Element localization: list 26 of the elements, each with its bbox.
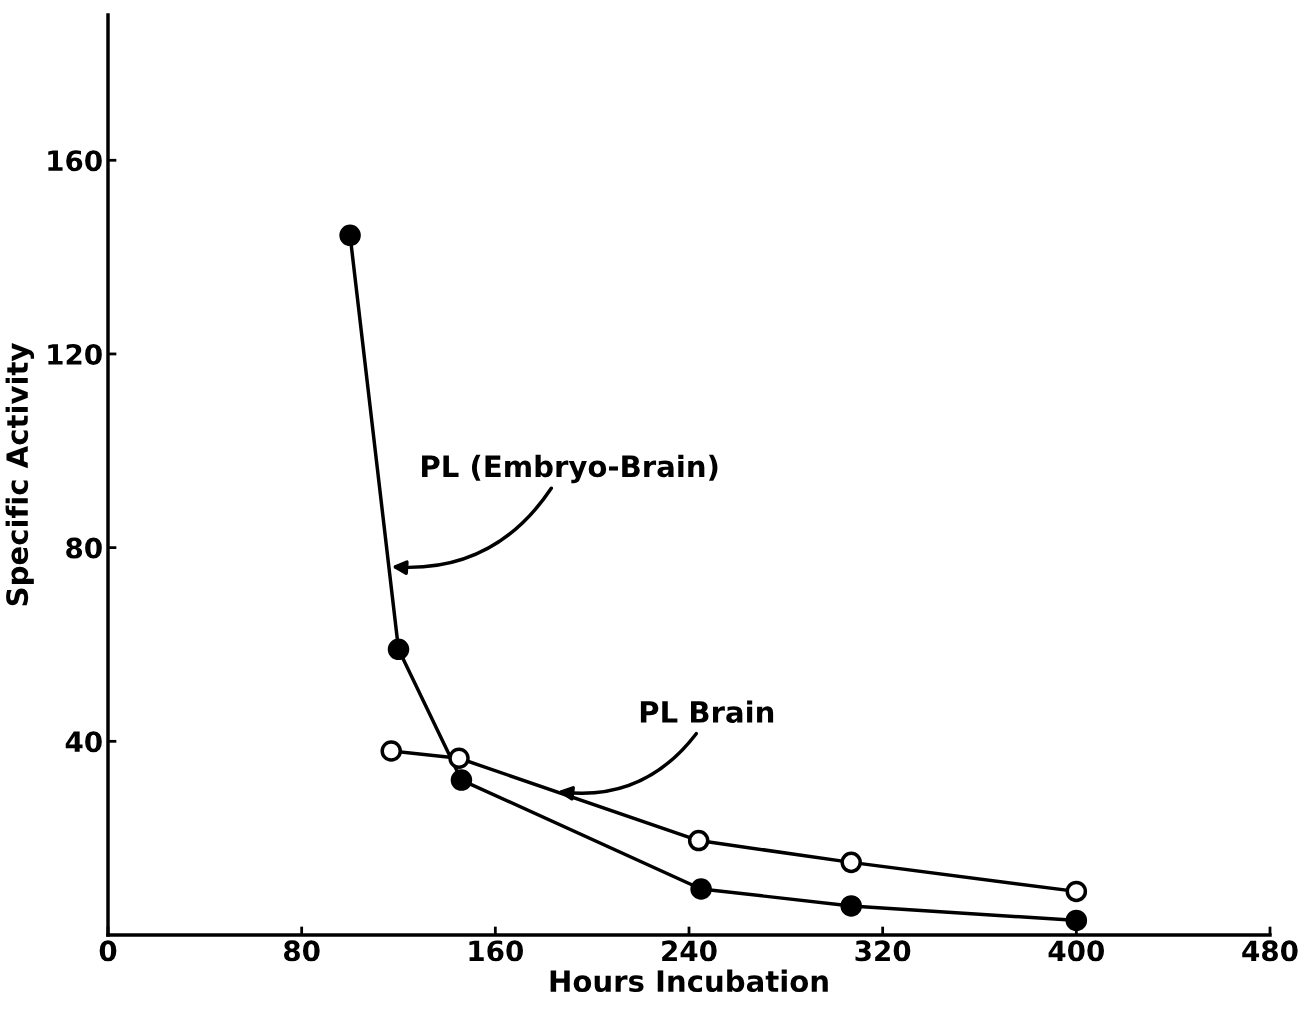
x-tick-label: 320 bbox=[855, 940, 911, 962]
x-tick-label: 240 bbox=[662, 940, 717, 962]
x-tick-label: 160 bbox=[469, 940, 523, 962]
point bbox=[1065, 880, 1088, 903]
point bbox=[450, 769, 473, 791]
point bbox=[687, 829, 710, 852]
x-tick-label: 480 bbox=[1242, 940, 1298, 962]
point bbox=[840, 851, 862, 874]
x-tick-label: 0 bbox=[99, 940, 117, 962]
x-tick-label: 400 bbox=[1048, 940, 1104, 962]
point bbox=[1065, 909, 1088, 932]
y-tick-label: 80 bbox=[66, 537, 102, 559]
x-axis-title: Hours Incubation bbox=[550, 969, 828, 993]
x-tick-label: 80 bbox=[284, 940, 320, 962]
y-tick-label: 40 bbox=[65, 731, 102, 753]
y-axis-title: Specific Activity bbox=[5, 343, 35, 606]
point bbox=[690, 878, 712, 900]
series-label: PL (Embryo-Brain) bbox=[422, 454, 718, 484]
point bbox=[380, 740, 403, 762]
point bbox=[448, 747, 470, 770]
point bbox=[387, 638, 410, 661]
point bbox=[339, 224, 361, 247]
point bbox=[840, 895, 862, 917]
y-tick-label: 160 bbox=[48, 150, 102, 172]
text: PL Brain bbox=[640, 700, 774, 724]
y-tick-label: 120 bbox=[48, 343, 102, 365]
